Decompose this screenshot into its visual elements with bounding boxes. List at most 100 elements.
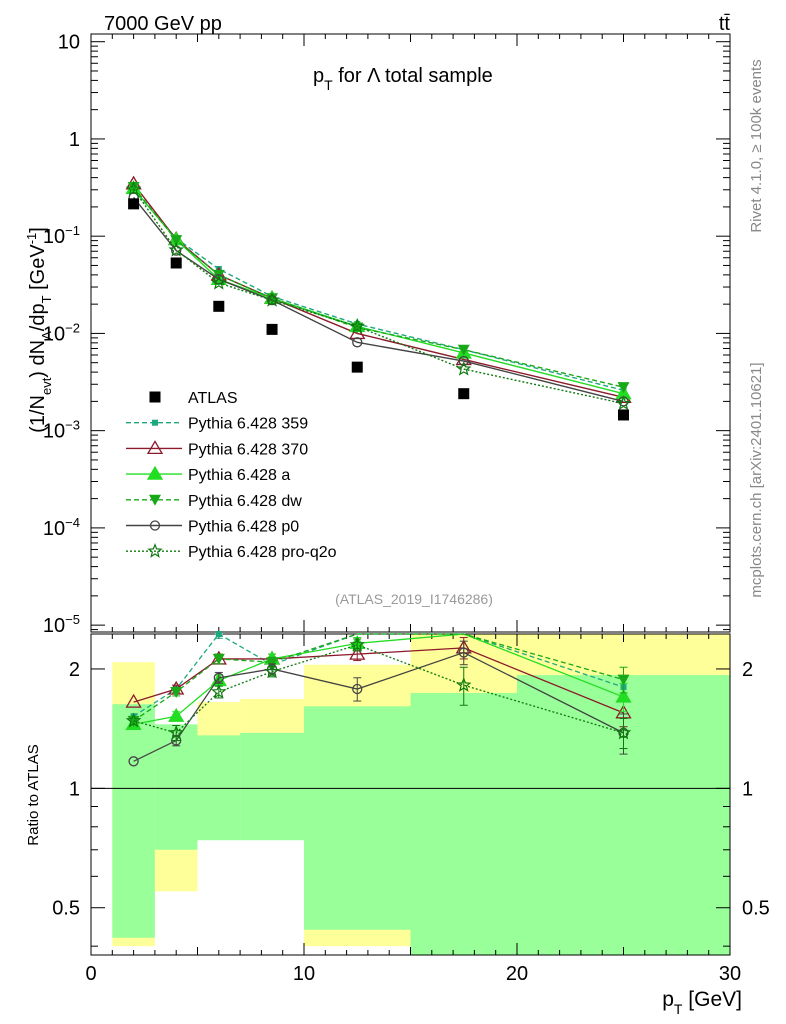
data-point <box>458 388 470 400</box>
ratio-y-tick-label-right: 1 <box>742 778 753 800</box>
data-point <box>128 198 140 210</box>
ratio-series-point-5 <box>125 712 142 728</box>
legend-marker-1 <box>146 440 164 455</box>
main-series-point-4 <box>352 337 363 348</box>
main-series-point-5 <box>456 360 472 376</box>
main-series-point-5 <box>125 180 142 196</box>
main-series-line-1 <box>133 183 624 399</box>
ratio-series-point-5 <box>349 636 365 652</box>
y-tick-label: 10−1 <box>43 223 80 248</box>
ratio-series-point-1 <box>125 693 142 708</box>
legend-label-2: Pythia 6.428 a <box>188 467 290 484</box>
x-tick-label: 30 <box>719 963 741 985</box>
ratio-series-point-3 <box>170 686 183 698</box>
main-series-point-3 <box>617 382 630 394</box>
legend-marker-4 <box>149 520 161 531</box>
ratio-series-point-4 <box>352 683 363 695</box>
y-tick-label: 10−4 <box>43 515 80 540</box>
ratio-y-tick-label-right: 0.5 <box>742 898 770 920</box>
main-series-point-3 <box>170 235 183 247</box>
legend-label-4: Pythia 6.428 p0 <box>188 519 299 536</box>
rivet-label: Rivet 4.1.0, ≥ 100k events <box>748 59 765 232</box>
legend-label-5: Pythia 6.428 pro-q2o <box>188 544 337 561</box>
band-green-4 <box>304 706 411 930</box>
ratio-y-tick-label: 0.5 <box>52 898 80 920</box>
main-series-line-0 <box>133 189 624 391</box>
ratio-y-tick-label-right: 2 <box>742 659 753 681</box>
ratio-series-point-3 <box>617 674 630 686</box>
ratio-series <box>125 631 632 767</box>
main-series-line-2 <box>133 187 624 395</box>
main-series-point-3 <box>351 322 364 334</box>
ratio-bands <box>112 634 730 955</box>
ratio-series-point-5 <box>264 663 280 679</box>
legend: ATLAS Pythia 6.428 359 Pythia 6.428 370 Pyt… <box>126 390 337 561</box>
main-series-point-4 <box>171 245 182 256</box>
legend-marker-3 <box>149 494 161 506</box>
main-panel: 10 1 10−1 10−2 10−3 10−4 10−5 <box>43 32 731 637</box>
legend-marker-0 <box>152 419 158 426</box>
main-y-axis-label: (1/Nevt) dNΛ/dpT [GeV-1] <box>24 227 54 433</box>
ratio-y-tick-label: 2 <box>69 659 80 681</box>
x-tick-label: 20 <box>506 963 528 985</box>
ratio-series-point-3 <box>266 657 279 669</box>
band-green-2 <box>197 735 241 841</box>
legend-label-3: Pythia 6.428 dw <box>188 493 302 510</box>
y-tick-label: 10−3 <box>43 418 80 443</box>
ratio-series-point-5 <box>615 724 632 740</box>
ratio-series-point-4 <box>458 647 469 658</box>
main-series-point-5 <box>349 318 365 334</box>
band-green-0 <box>112 704 155 938</box>
band-green-3 <box>240 732 304 841</box>
legend-label-0: Pythia 6.428 359 <box>188 416 308 433</box>
energy-label: 7000 GeV pp <box>104 13 222 35</box>
mcplots-label: mcplots.cern.ch [arXiv:2401.10621] <box>748 362 765 597</box>
ratio-series-point-3 <box>212 653 225 665</box>
plot-title: pT for Λ total sample <box>313 65 493 93</box>
main-frame <box>90 33 731 633</box>
data-point <box>266 323 278 335</box>
x-tick-label: 0 <box>85 963 96 985</box>
x-tick-label: 10 <box>293 963 315 985</box>
ratio-y-axis-label: Ratio to ATLAS <box>25 744 42 845</box>
y-tick-label: 10−5 <box>43 612 80 637</box>
ratio-series-point-2 <box>615 688 632 703</box>
ratio-series-point-5 <box>168 724 184 740</box>
ratio-series-point-4 <box>213 672 224 683</box>
y-tick-label: 10 <box>58 32 80 54</box>
main-series-point-3 <box>457 344 470 356</box>
ratio-series-point-1 <box>349 645 366 660</box>
ratio-series-point-4 <box>128 756 139 767</box>
legend-label-1: Pythia 6.428 370 <box>188 441 308 458</box>
main-series-point-5 <box>211 274 227 290</box>
main-series-point-5 <box>264 291 280 307</box>
data-point <box>213 300 225 312</box>
legend-label-atlas: ATLAS <box>188 390 238 407</box>
ratio-panel: 0 10 20 30 0.5 0.5 1 1 2 2 <box>52 633 770 985</box>
main-series-point-5 <box>168 241 184 257</box>
analysis-watermark: (ATLAS_2019_I1746286) <box>335 591 493 607</box>
ratio-y-tick-label: 1 <box>69 778 80 800</box>
data-point <box>618 409 629 421</box>
x-axis-label: pT [GeV] <box>662 988 742 1017</box>
data-point <box>351 361 363 373</box>
legend-marker-2 <box>146 465 164 480</box>
main-series-point-3 <box>127 182 140 194</box>
process-label: tt̄ <box>719 13 731 35</box>
ratio-series-point-0 <box>215 631 222 637</box>
main-series-line-5 <box>133 188 624 405</box>
legend-marker-5 <box>147 543 163 558</box>
main-series <box>125 175 632 421</box>
main-series-line-3 <box>133 186 624 388</box>
main-series-point-4 <box>458 355 469 367</box>
y-tick-label: 1 <box>69 129 80 151</box>
ratio-series-point-5 <box>211 683 227 699</box>
main-series-line-4 <box>133 197 624 403</box>
legend-marker-atlas <box>149 391 161 403</box>
ratio-series-point-2 <box>168 707 185 722</box>
band-green-5 <box>410 692 517 955</box>
ratio-series-point-5 <box>456 677 472 692</box>
y-tick-label: 10−2 <box>43 320 80 345</box>
main-series-point-5 <box>615 395 632 411</box>
